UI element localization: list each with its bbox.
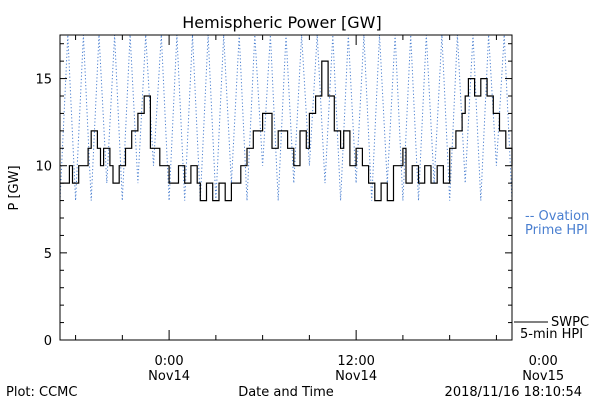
series-layer bbox=[59, 34, 513, 202]
x-tick-label-day: Nov14 bbox=[148, 369, 190, 384]
x-axis: 0:00Nov1412:00Nov140:00Nov1512:00Nov150:… bbox=[75, 35, 564, 384]
y-tick-label: 10 bbox=[35, 160, 52, 175]
legend-ovation: -- Ovation Prime HPI bbox=[525, 209, 589, 238]
y-axis-label: P [GW] bbox=[7, 165, 22, 210]
series-line-swpc bbox=[60, 60, 513, 202]
x-tick-label-day: Nov15 bbox=[522, 369, 564, 384]
x-tick-label-time: 12:00 bbox=[337, 354, 374, 369]
x-tick-label-day: Nov14 bbox=[335, 369, 377, 384]
plot-credit: Plot: CCMC bbox=[6, 385, 77, 400]
legend-swpc: SWPC 5-min HPI bbox=[514, 315, 589, 342]
y-tick-label: 5 bbox=[44, 247, 52, 262]
legend-ovation-line2: Prime HPI bbox=[525, 223, 588, 238]
y-axis: 0 5 10 15 bbox=[35, 43, 512, 349]
chart-title: Hemispheric Power [GW] bbox=[182, 13, 381, 32]
y-tick-label: 0 bbox=[44, 334, 52, 349]
legend-swpc-line1: SWPC bbox=[551, 315, 589, 330]
plot-area bbox=[59, 34, 513, 341]
timestamp: 2018/11/16 18:10:54 bbox=[445, 385, 582, 400]
y-tick-label: 15 bbox=[35, 73, 52, 88]
plot-frame bbox=[59, 34, 513, 341]
x-axis-label: Date and Time bbox=[238, 385, 334, 400]
x-tick-label-time: 0:00 bbox=[155, 354, 184, 369]
legend-swpc-line2: 5-min HPI bbox=[520, 327, 583, 342]
series-line-ovation bbox=[59, 34, 513, 201]
legend-ovation-line1: -- Ovation bbox=[525, 209, 589, 224]
x-tick-label-time: 0:00 bbox=[529, 354, 558, 369]
